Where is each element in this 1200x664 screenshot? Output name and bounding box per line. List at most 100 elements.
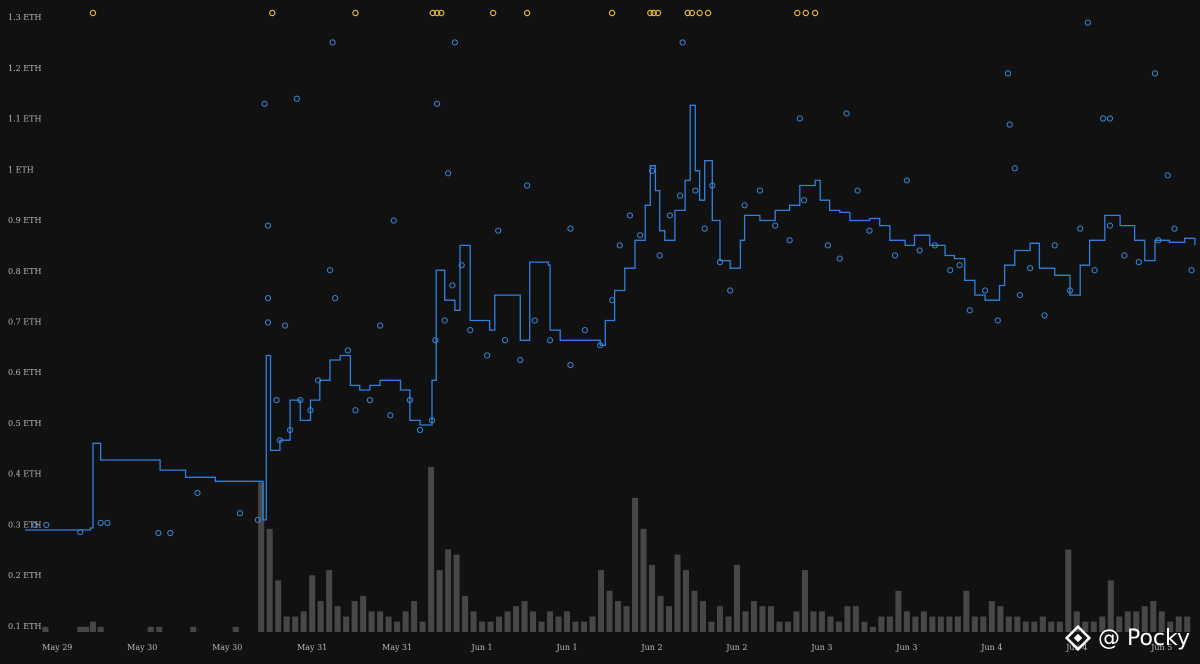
volume-bar bbox=[266, 528, 273, 632]
offscale-sale-point bbox=[429, 9, 437, 17]
volume-bar bbox=[1107, 580, 1114, 632]
volume-bar bbox=[513, 606, 520, 632]
sale-point bbox=[366, 397, 374, 404]
sale-point bbox=[891, 252, 899, 259]
volume-bar bbox=[385, 616, 392, 632]
sale-point bbox=[1100, 115, 1107, 122]
volume-bar bbox=[326, 570, 333, 632]
volume-bar bbox=[954, 616, 961, 632]
volume-bar bbox=[1082, 621, 1089, 632]
volume-bar bbox=[377, 611, 384, 632]
sale-point bbox=[495, 227, 502, 234]
sale-point bbox=[1016, 292, 1023, 299]
volume-bar bbox=[462, 595, 469, 632]
sale-point bbox=[1151, 70, 1159, 77]
volume-bar bbox=[436, 570, 443, 632]
offscale-sale-point bbox=[794, 9, 801, 17]
sale-point bbox=[77, 528, 84, 536]
sale-point bbox=[293, 95, 300, 102]
volume-bar bbox=[912, 616, 919, 632]
volume-bar bbox=[649, 564, 656, 632]
y-tick-label: 1.2 ETH bbox=[8, 64, 41, 73]
sale-point bbox=[1091, 267, 1098, 274]
volume-bar bbox=[232, 626, 239, 632]
volume-bar bbox=[1048, 621, 1055, 632]
sale-point bbox=[428, 417, 436, 424]
volume-bar bbox=[402, 611, 409, 632]
sale-point bbox=[843, 110, 850, 117]
sale-point bbox=[155, 529, 162, 537]
volume-bar bbox=[589, 616, 596, 632]
sale-point bbox=[666, 212, 673, 219]
volume-bar bbox=[1065, 549, 1072, 632]
sale-point bbox=[903, 177, 910, 184]
plot-area: 0.1 ETH 0.2 ETH 0.3 ETH 0.4 ETH 0.5 ETH 0.6 E… bbox=[8, 9, 1196, 652]
sale-point bbox=[261, 100, 268, 107]
sale-point bbox=[1041, 312, 1048, 319]
sale-point bbox=[254, 516, 261, 523]
sale-point bbox=[796, 115, 803, 122]
volume-bar bbox=[878, 616, 885, 632]
volume-bar bbox=[861, 621, 868, 632]
sale-point bbox=[616, 242, 623, 249]
volume-bar bbox=[1014, 616, 1021, 632]
sale-point bbox=[1004, 70, 1012, 77]
volume-bar bbox=[258, 482, 265, 632]
x-tick-label: May 29 bbox=[42, 643, 72, 652]
sale-point bbox=[1084, 19, 1091, 26]
sale-point bbox=[286, 426, 294, 434]
sale-point bbox=[441, 317, 448, 324]
sale-point bbox=[264, 295, 272, 302]
sale-point bbox=[484, 352, 491, 359]
volume-bar bbox=[886, 616, 893, 632]
volume-bar bbox=[963, 590, 970, 632]
sale-point bbox=[451, 39, 458, 46]
sale-point bbox=[329, 39, 336, 46]
sale-point bbox=[956, 262, 963, 269]
x-tick-label: Jun 2 bbox=[640, 643, 662, 652]
sale-point bbox=[432, 337, 439, 344]
volume-bar bbox=[538, 621, 545, 632]
sale-point bbox=[676, 192, 684, 199]
volume-bar bbox=[530, 611, 537, 632]
volume-bar bbox=[1124, 611, 1131, 632]
volume-bar bbox=[920, 611, 927, 632]
x-tick-label: Jun 3 bbox=[810, 643, 832, 652]
volume-bar bbox=[292, 616, 299, 632]
sale-point bbox=[716, 259, 724, 266]
volume-bar bbox=[971, 616, 978, 632]
sale-point bbox=[297, 397, 304, 404]
x-tick-label: Jun 3 bbox=[895, 643, 917, 652]
volume-bar bbox=[827, 616, 834, 632]
volume-bar bbox=[869, 626, 876, 632]
sale-point bbox=[445, 170, 452, 177]
sale-point bbox=[104, 519, 111, 527]
volume-bar bbox=[1022, 621, 1029, 632]
offscale-sale-point bbox=[269, 9, 276, 17]
sale-point bbox=[1106, 115, 1114, 122]
sale-point bbox=[994, 317, 1001, 324]
volume-bar bbox=[640, 528, 647, 632]
x-tick-label: Jun 1 bbox=[471, 643, 493, 652]
offscale-sale-point bbox=[696, 9, 703, 17]
volume-bar bbox=[1073, 611, 1080, 632]
sale-point bbox=[756, 187, 764, 194]
sale-point bbox=[449, 282, 456, 289]
volume-bar bbox=[623, 606, 630, 632]
offscale-sale-point bbox=[433, 9, 441, 17]
x-tick-label: Jun 4 bbox=[980, 643, 1002, 652]
watermark: @ Pocky bbox=[1064, 624, 1190, 652]
sale-point bbox=[273, 397, 280, 404]
y-tick-label: 0.4 ETH bbox=[8, 470, 41, 479]
sale-point bbox=[567, 225, 574, 232]
sale-point bbox=[854, 187, 861, 194]
volume-bar bbox=[1150, 601, 1157, 632]
volume-bar bbox=[980, 616, 987, 632]
sale-point bbox=[786, 237, 793, 244]
volume-bar bbox=[767, 606, 774, 632]
offscale-sale-point bbox=[802, 9, 809, 17]
sale-point bbox=[377, 322, 384, 329]
x-tick-label: Jun 1 bbox=[555, 643, 577, 652]
volume-bar bbox=[275, 580, 282, 632]
